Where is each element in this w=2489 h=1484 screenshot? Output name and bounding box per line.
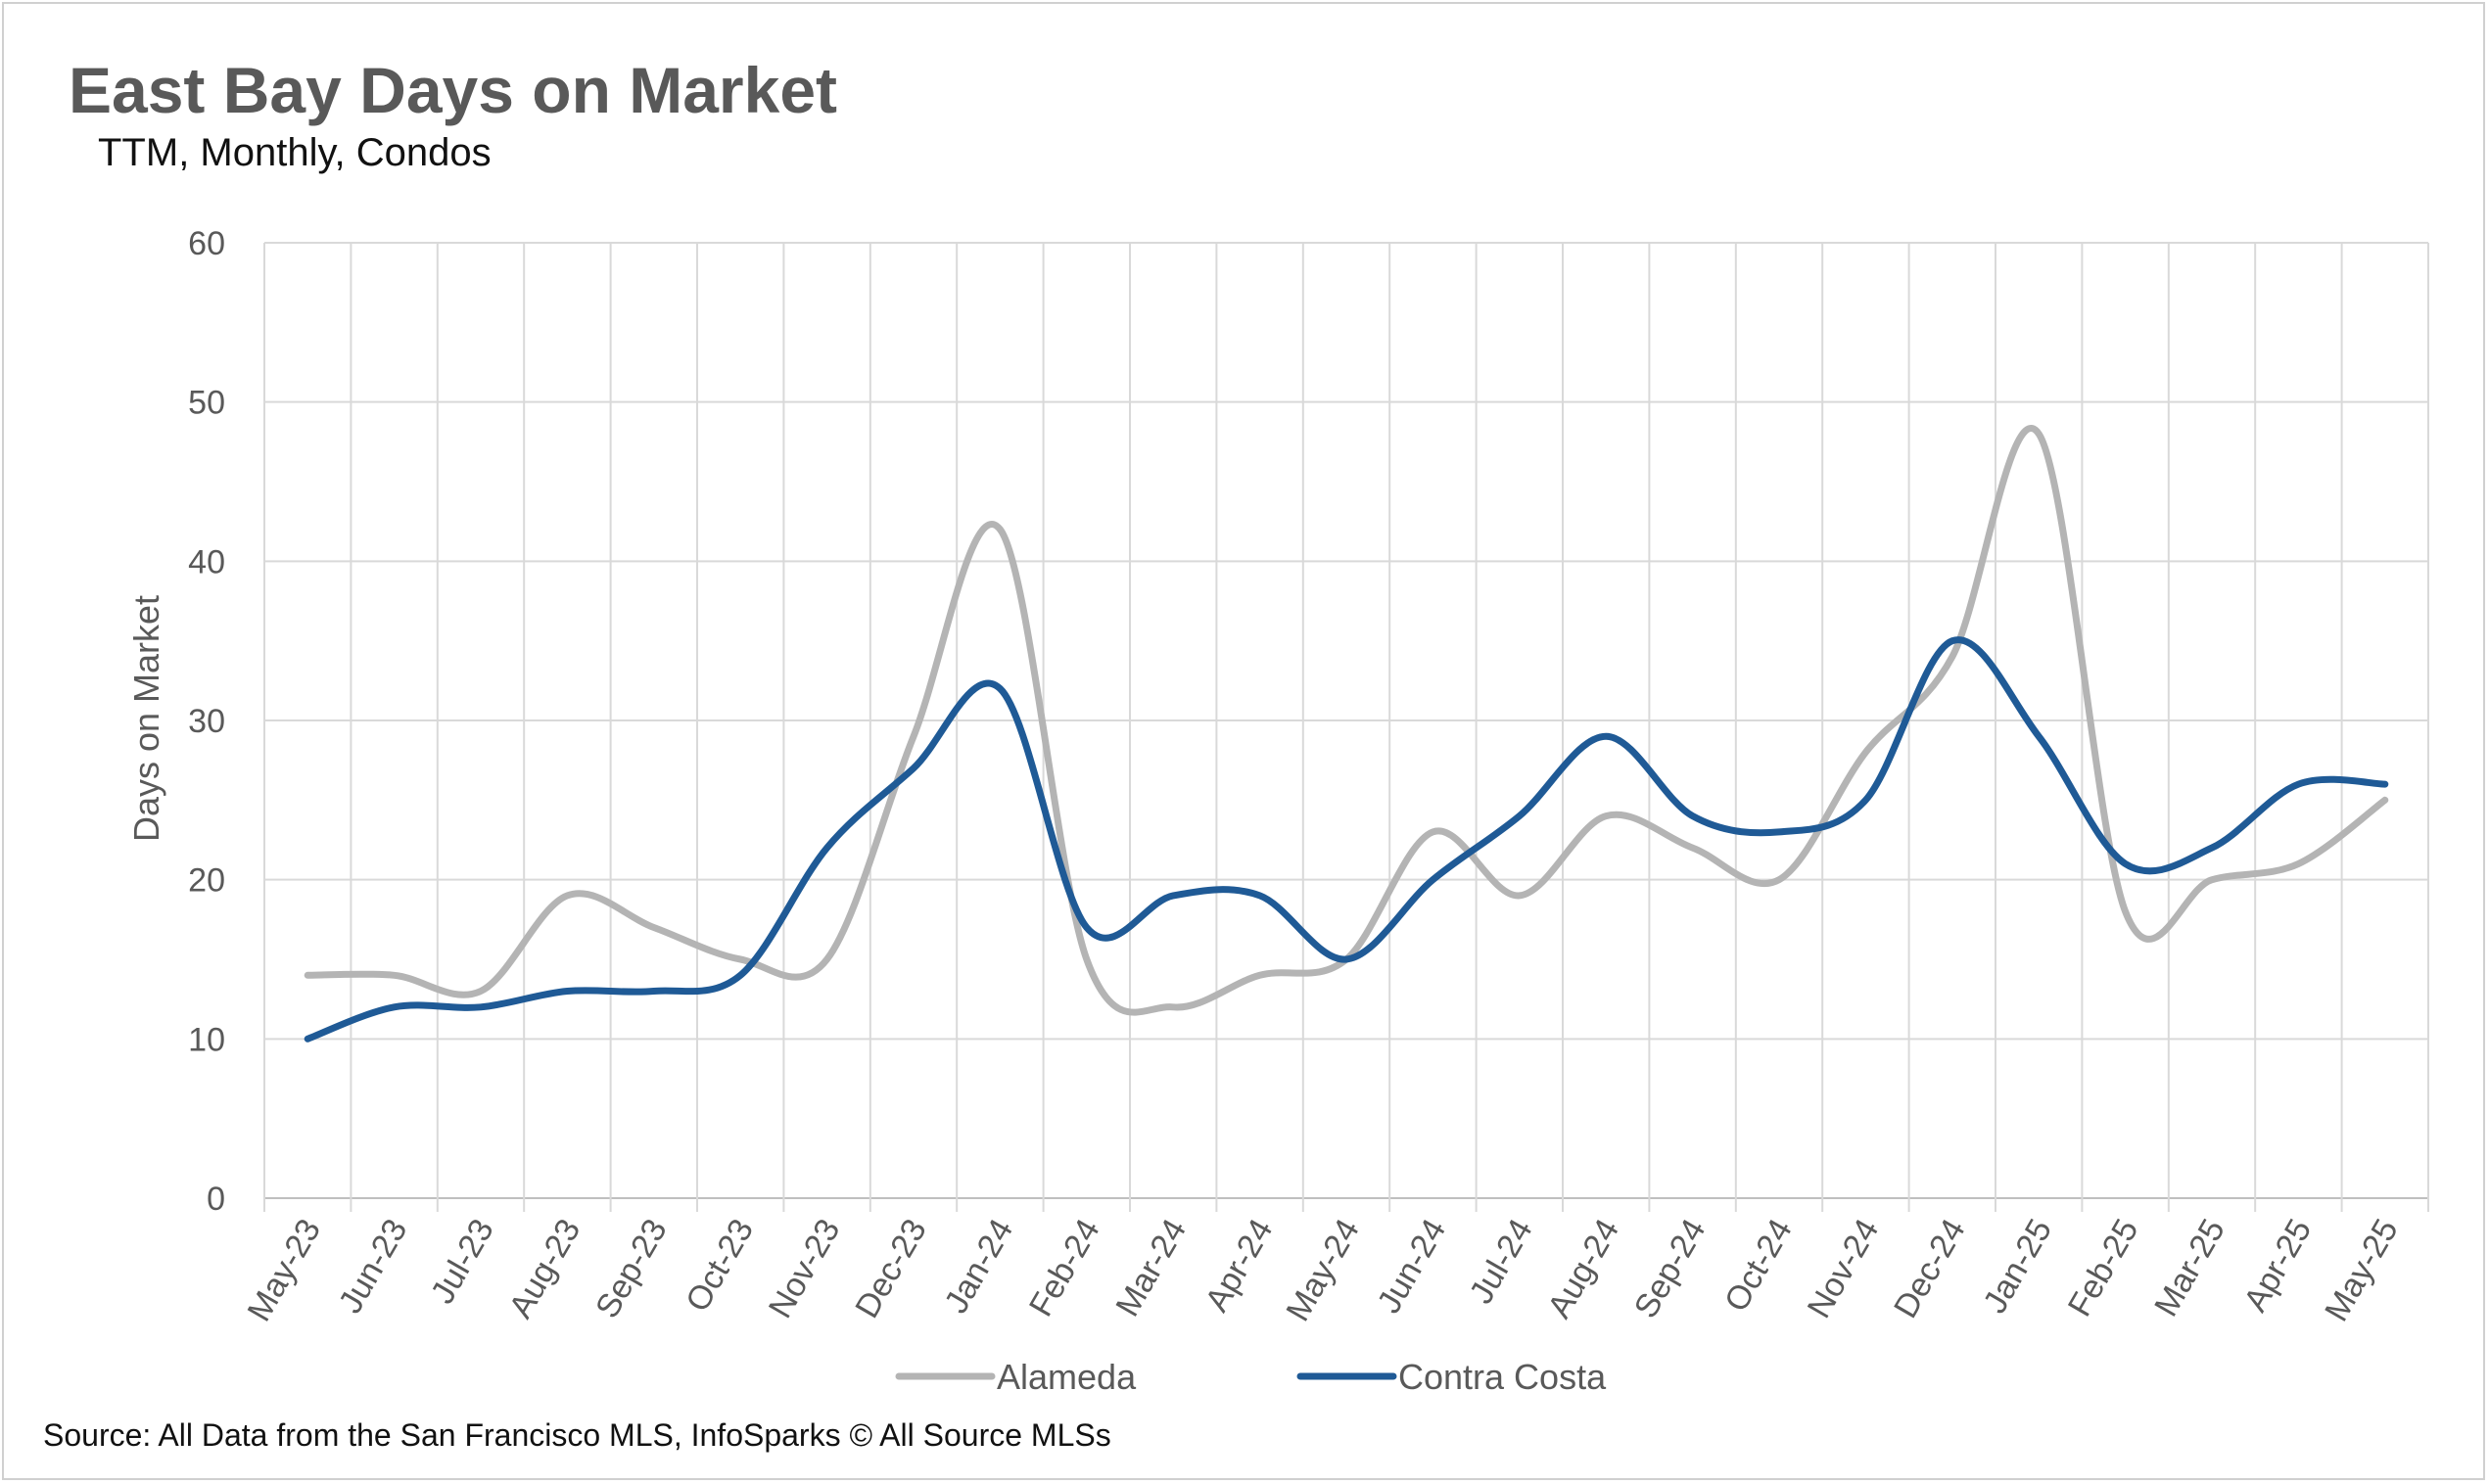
x-tick-label: Mar-24 [1108, 1213, 1194, 1322]
y-tick-label: 30 [188, 703, 225, 740]
y-axis-title: Days on Market [126, 595, 166, 842]
x-tick-label: Jun-23 [332, 1213, 415, 1320]
x-tick-label: Jul-24 [1463, 1213, 1540, 1310]
x-tick-label: Sep-24 [1627, 1213, 1714, 1324]
x-tick-label: Dec-23 [848, 1213, 934, 1324]
x-tick-label: Jan-25 [1976, 1213, 2059, 1320]
legend-label-alameda: Alameda [997, 1357, 1137, 1397]
x-tick-label: Nov-24 [1801, 1213, 1887, 1324]
x-tick-label: Oct-23 [679, 1213, 761, 1318]
x-tick-label: Aug-24 [1540, 1213, 1626, 1324]
y-tick-label: 60 [188, 225, 225, 262]
x-tick-label: Sep-23 [588, 1213, 675, 1324]
y-tick-label: 20 [188, 862, 225, 900]
series-line-contra-costa [304, 636, 2389, 1043]
x-tick-label: Mar-25 [2147, 1213, 2232, 1322]
legend: Alameda Contra Costa [895, 1357, 1607, 1397]
chart-subtitle: TTM, Monthly, Condos [98, 131, 492, 174]
x-tick-label: Jul-23 [424, 1213, 501, 1310]
x-tick-label: Feb-25 [2061, 1213, 2146, 1322]
x-tick-label: Feb-24 [1022, 1213, 1107, 1322]
x-tick-label: Nov-23 [762, 1213, 848, 1324]
series-line-alameda [304, 425, 2389, 1016]
gridlines [263, 242, 2429, 1212]
x-axis-ticks: May-23 Jun-23 Jul-23 Aug-23 Sep-23 Oct-23 Nov-… [241, 1213, 2406, 1327]
x-tick-label: May-23 [241, 1213, 329, 1327]
source-note: Source: All Data from the San Francisco … [43, 1417, 1111, 1453]
chart-title: East Bay Days on Market [69, 54, 838, 126]
x-tick-label: May-25 [2318, 1213, 2406, 1327]
x-tick-label: Dec-24 [1887, 1213, 1973, 1324]
x-tick-label: Apr-25 [2236, 1213, 2319, 1318]
y-tick-label: 40 [188, 543, 225, 580]
x-tick-label: Jun-24 [1370, 1213, 1453, 1320]
y-tick-label: 10 [188, 1021, 225, 1058]
y-axis-ticks: 0 10 20 30 40 50 60 [188, 225, 225, 1218]
x-tick-label: Oct-24 [1717, 1213, 1800, 1318]
y-tick-label: 0 [207, 1181, 225, 1218]
y-tick-label: 50 [188, 385, 225, 422]
x-tick-label: Jan-24 [937, 1213, 1020, 1320]
x-tick-label: Aug-23 [502, 1213, 588, 1324]
series-lines [304, 425, 2389, 1043]
x-tick-label: Apr-24 [1198, 1213, 1281, 1318]
x-tick-label: May-24 [1279, 1213, 1367, 1327]
legend-label-contra-costa: Contra Costa [1398, 1357, 1607, 1397]
